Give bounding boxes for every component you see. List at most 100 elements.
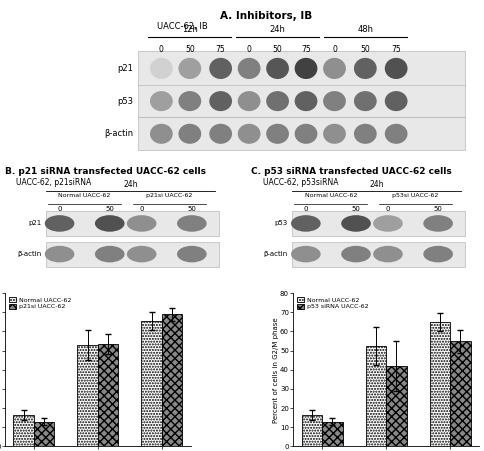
Ellipse shape	[95, 215, 124, 232]
Ellipse shape	[127, 215, 156, 232]
Text: C. p53 siRNA transfected UACC-62 cells: C. p53 siRNA transfected UACC-62 cells	[251, 166, 452, 175]
Text: UACC-62, p21siRNA: UACC-62, p21siRNA	[16, 179, 91, 188]
Text: 0: 0	[159, 45, 164, 54]
Ellipse shape	[373, 246, 403, 262]
Bar	[302, 415, 322, 446]
Bar	[137, 117, 465, 150]
Text: 48h: 48h	[357, 24, 373, 33]
Bar	[137, 85, 465, 117]
Text: 0: 0	[303, 206, 308, 212]
Ellipse shape	[177, 215, 207, 232]
Bar	[292, 211, 466, 236]
Text: 50: 50	[434, 206, 442, 212]
Text: 50: 50	[272, 45, 283, 54]
Ellipse shape	[323, 58, 346, 79]
Ellipse shape	[424, 215, 453, 232]
Text: β-actin: β-actin	[263, 251, 287, 257]
Text: 50: 50	[361, 45, 370, 54]
Bar	[141, 321, 162, 446]
Ellipse shape	[127, 246, 156, 262]
Text: p53: p53	[274, 221, 287, 226]
Text: 24h: 24h	[123, 180, 137, 189]
Ellipse shape	[150, 58, 173, 79]
Ellipse shape	[341, 215, 371, 232]
Ellipse shape	[177, 246, 207, 262]
Ellipse shape	[323, 124, 346, 144]
Text: 0: 0	[139, 206, 144, 212]
Text: B. p21 siRNA transfected UACC-62 cells: B. p21 siRNA transfected UACC-62 cells	[5, 166, 206, 175]
Text: UACC-62, p53siRNA: UACC-62, p53siRNA	[262, 179, 338, 188]
Text: p21: p21	[28, 221, 41, 226]
Text: β-actin: β-actin	[104, 129, 133, 138]
Ellipse shape	[45, 246, 75, 262]
Legend: Normal UACC-62, p21si UACC-62: Normal UACC-62, p21si UACC-62	[8, 296, 72, 310]
Ellipse shape	[266, 91, 289, 111]
Ellipse shape	[295, 91, 318, 111]
Text: p53: p53	[117, 97, 133, 106]
Bar	[365, 346, 386, 446]
Text: p53si UACC-62: p53si UACC-62	[392, 193, 439, 198]
Text: 24h: 24h	[270, 24, 286, 33]
Ellipse shape	[209, 91, 232, 111]
Text: 75: 75	[391, 45, 401, 54]
Ellipse shape	[354, 58, 377, 79]
Text: 75: 75	[301, 45, 311, 54]
Ellipse shape	[291, 215, 321, 232]
Ellipse shape	[238, 58, 260, 79]
Ellipse shape	[238, 91, 260, 111]
Ellipse shape	[95, 246, 124, 262]
Bar	[292, 242, 466, 267]
Text: 50: 50	[187, 206, 197, 212]
Ellipse shape	[45, 215, 75, 232]
Ellipse shape	[179, 124, 201, 144]
Text: 50: 50	[106, 206, 114, 212]
Text: Normal UACC-62: Normal UACC-62	[59, 193, 111, 198]
Bar	[34, 422, 54, 446]
Bar	[77, 345, 98, 446]
Bar	[46, 211, 219, 236]
Bar	[137, 51, 465, 86]
Text: 0: 0	[332, 45, 337, 54]
Text: UACC-62, IB: UACC-62, IB	[157, 23, 207, 32]
Ellipse shape	[424, 246, 453, 262]
Text: 12h: 12h	[182, 24, 198, 33]
Ellipse shape	[266, 58, 289, 79]
Ellipse shape	[385, 124, 408, 144]
Bar	[430, 322, 450, 446]
Text: 75: 75	[216, 45, 226, 54]
Ellipse shape	[150, 91, 173, 111]
Ellipse shape	[341, 246, 371, 262]
Bar	[162, 314, 182, 446]
Ellipse shape	[385, 91, 408, 111]
Text: A. Inhibitors, IB: A. Inhibitors, IB	[220, 10, 312, 20]
Text: p21: p21	[117, 64, 133, 73]
Y-axis label: Percent of cells in G2/M phase: Percent of cells in G2/M phase	[272, 317, 279, 423]
Ellipse shape	[323, 91, 346, 111]
Text: 0: 0	[57, 206, 62, 212]
Bar	[46, 242, 219, 267]
Bar	[13, 415, 34, 446]
Ellipse shape	[179, 91, 201, 111]
Bar	[322, 422, 343, 446]
Legend: Normal UACC-62, p53 siRNA UACC-62: Normal UACC-62, p53 siRNA UACC-62	[296, 296, 369, 310]
Ellipse shape	[354, 124, 377, 144]
Ellipse shape	[179, 58, 201, 79]
Ellipse shape	[354, 91, 377, 111]
Ellipse shape	[209, 124, 232, 144]
Text: p21si UACC-62: p21si UACC-62	[146, 193, 192, 198]
Text: 0: 0	[247, 45, 252, 54]
Ellipse shape	[150, 124, 173, 144]
Bar	[450, 341, 471, 446]
Ellipse shape	[295, 124, 318, 144]
Ellipse shape	[373, 215, 403, 232]
Ellipse shape	[238, 124, 260, 144]
Text: Normal UACC-62: Normal UACC-62	[305, 193, 357, 198]
Text: 50: 50	[351, 206, 361, 212]
Bar	[98, 344, 119, 446]
Text: β-actin: β-actin	[17, 251, 41, 257]
Text: 50: 50	[185, 45, 195, 54]
Ellipse shape	[295, 58, 318, 79]
Ellipse shape	[209, 58, 232, 79]
Text: 24h: 24h	[369, 180, 384, 189]
Ellipse shape	[266, 124, 289, 144]
